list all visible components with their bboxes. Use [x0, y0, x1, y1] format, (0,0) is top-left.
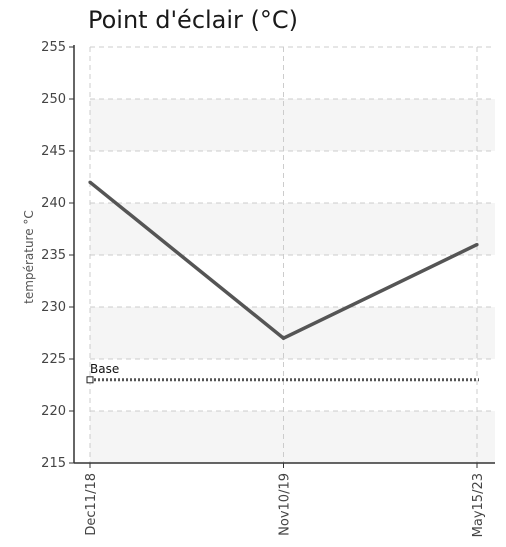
reference-lines: Base [86, 362, 479, 384]
y-tick-label: 235 [41, 248, 66, 263]
x-tick-label: Dec11/18 [84, 473, 99, 536]
background-bands [90, 99, 495, 463]
x-tick-label: May15/23 [471, 473, 486, 537]
y-tick-label: 215 [41, 456, 66, 471]
chart-title: Point d'éclair (°C) [88, 6, 299, 34]
y-tick-label: 250 [41, 92, 66, 107]
y-tick-label: 230 [41, 300, 66, 315]
x-tick-label: Nov10/19 [278, 473, 293, 536]
data-series [88, 180, 479, 341]
background-band [90, 203, 495, 255]
y-tick-label: 240 [41, 196, 66, 211]
y-axis-label: température °C [22, 210, 36, 304]
reference-label: Base [90, 362, 119, 376]
y-tick-label: 245 [41, 144, 66, 159]
data-point [475, 243, 479, 247]
y-tick-label: 255 [41, 40, 66, 55]
y-tick-label: 225 [41, 352, 66, 367]
background-band [90, 99, 495, 151]
axes: 215 220 225 230 235 240 245 250 255 Dec11/18 Nov10… [41, 40, 495, 537]
data-point [281, 336, 286, 340]
background-band [90, 411, 495, 463]
grid-lines [89, 46, 495, 463]
reference-marker [86, 376, 94, 384]
y-tick-label: 220 [41, 404, 66, 419]
data-point [88, 180, 92, 184]
